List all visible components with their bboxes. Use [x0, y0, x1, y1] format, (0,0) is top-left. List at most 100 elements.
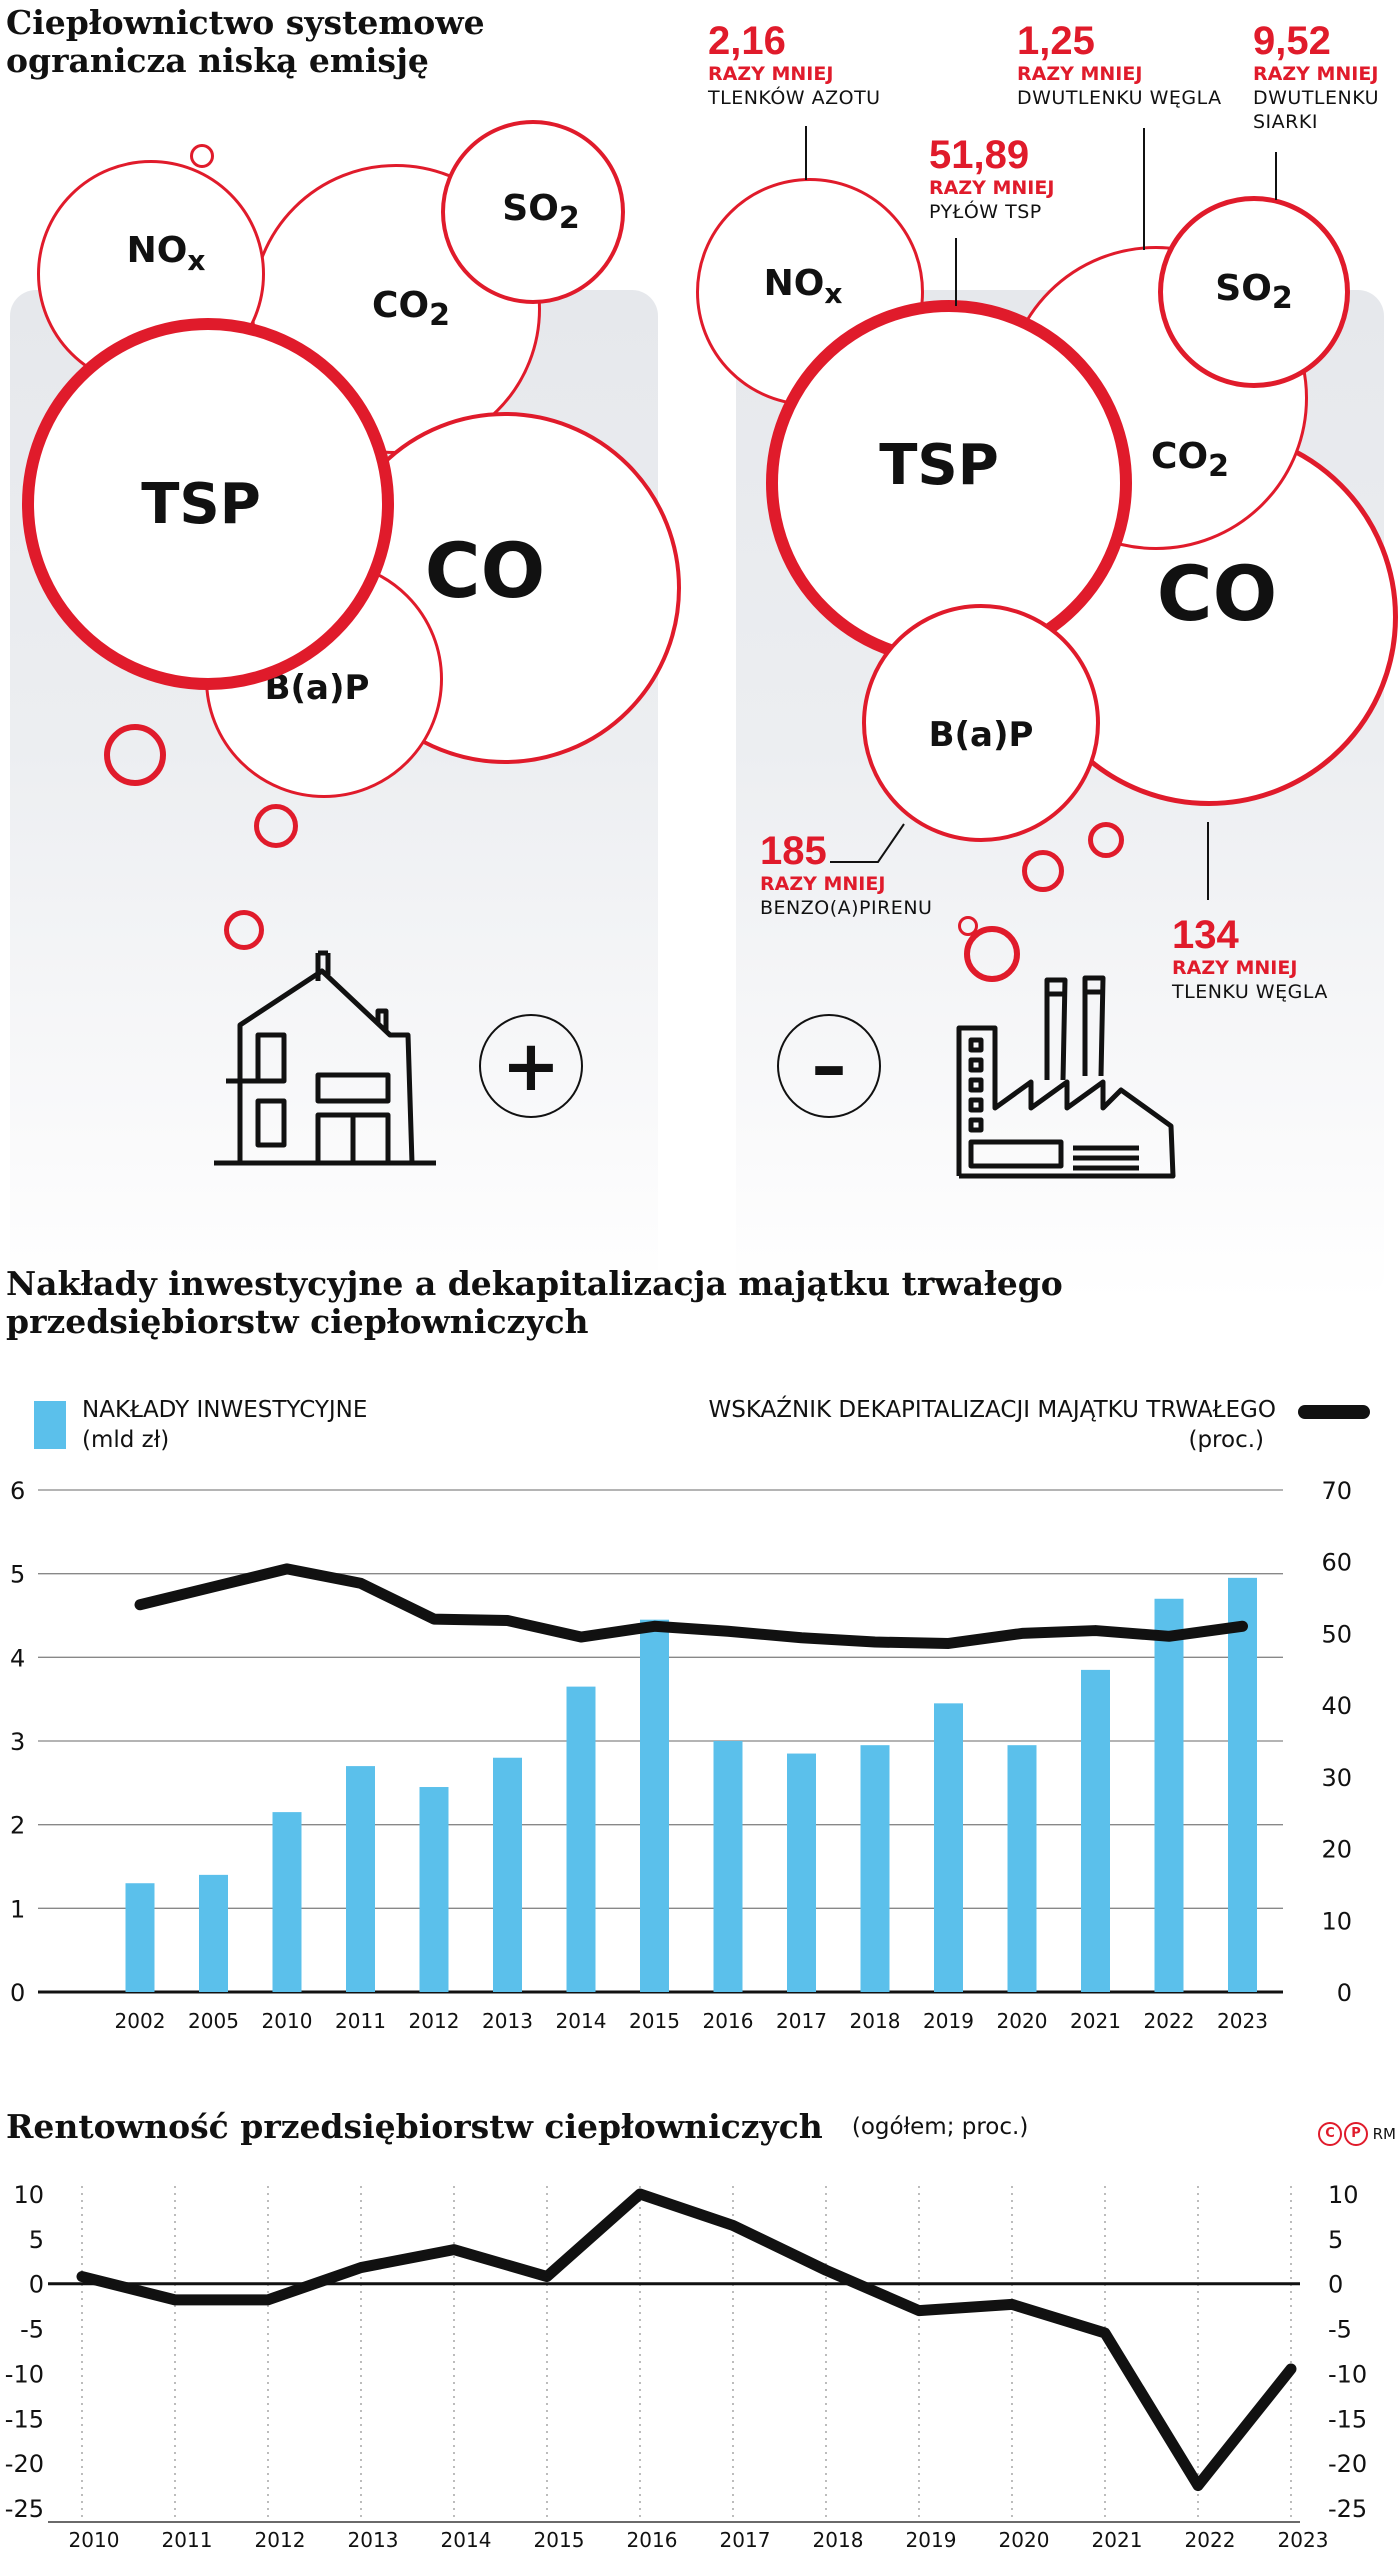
annotation-so2-value: 9,52 [1253, 19, 1331, 63]
chart1-ytick-left: 3 [10, 1728, 25, 1756]
chart2-credit: RM [1372, 2125, 1396, 2143]
chart2-ytick-left: -15 [5, 2405, 44, 2433]
chart2-ytick-right: 10 [1328, 2181, 1359, 2209]
annotation-leaders [805, 126, 1277, 900]
chart1-bar [1081, 1669, 1110, 1992]
left-so2-bubble: SO2 [441, 120, 625, 304]
annotation-bap-value: 185 [760, 829, 827, 873]
legend-line-swatch [1298, 1405, 1370, 1419]
left-nox-sub: x [187, 244, 206, 278]
left-bap-label: B(a)P [264, 668, 370, 708]
left-co2-label: CO [372, 284, 430, 326]
chart2-ytick-right: 5 [1328, 2226, 1343, 2254]
plus-sign: + [479, 1014, 583, 1118]
chart1-bar [566, 1686, 596, 1992]
annotation-co2-razy: RAZY MNIEJ [1017, 63, 1143, 85]
chart2-xtick-label: 2020 [999, 2528, 1050, 2552]
chart1-ytick-right: 20 [1321, 1836, 1352, 1864]
chart1-xtick-label: 2021 [1070, 2009, 1121, 2033]
chart1-xtick-label: 2002 [115, 2009, 166, 2033]
left-nox-label: NO [126, 230, 188, 272]
chart2-title: Rentowność przedsiębiorstw ciepłowniczyc… [6, 2107, 823, 2146]
right-bap-bubble: B(a)P [862, 604, 1100, 842]
chart1-xtick-label: 2020 [997, 2009, 1048, 2033]
annotation-bap: 185 RAZY MNIEJ BENZO(A)PIRENU [760, 830, 932, 920]
chart2-ytick-right: -25 [1328, 2495, 1367, 2523]
chart2-xtick-label: 2013 [348, 2528, 399, 2552]
left-so2-sub: 2 [558, 201, 580, 237]
right-co-label: CO [1156, 548, 1278, 638]
chart2-header: Rentowność przedsiębiorstw ciepłowniczyc… [6, 2108, 1396, 2152]
legend-bar-swatch [34, 1401, 66, 1449]
chart1-xtick-label: 2019 [923, 2009, 974, 2033]
right-co2-sub: 2 [1208, 449, 1229, 485]
left-so2-label: SO [502, 187, 559, 229]
chart1-ytick-right: 40 [1321, 1692, 1352, 1720]
left-co2-sub: 2 [429, 298, 450, 334]
left-small-bubble-1 [190, 144, 214, 168]
chart1-bar [1007, 1745, 1037, 1992]
right-so2-text: SO2 [1215, 268, 1292, 316]
chart2-ytick-left: -25 [5, 2495, 44, 2523]
chart2-svg: 2010 2011 2012 2013 2014 2015 2016 2017 2018 2019… [5, 2181, 1367, 2552]
chart2-xtick-label: 2012 [255, 2528, 306, 2552]
annotation-co2: 1,25 RAZY MNIEJ DWUTLENKU WĘGLA [1017, 20, 1222, 110]
left-tsp-label: TSP [141, 471, 261, 537]
annotation-co: 134 RAZY MNIEJ TLENKU WĘGLA [1172, 914, 1328, 1004]
chart1-bar [934, 1703, 963, 1992]
chart1-xtick-label: 2014 [556, 2009, 607, 2033]
right-co2-label: CO [1151, 435, 1209, 477]
right-bap-label: B(a)P [928, 715, 1034, 755]
chart1-xtick-label: 2013 [482, 2009, 533, 2033]
right-so2-label: SO [1215, 267, 1272, 309]
annotation-nox-razy: RAZY MNIEJ [708, 63, 834, 85]
legend-line-unit: (proc.) [1188, 1427, 1264, 1453]
annotation-bap-desc: BENZO(A)PIRENU [760, 897, 933, 919]
chart1-xtick-label: 2005 [188, 2009, 239, 2033]
copyright-icon: C [1318, 2122, 1342, 2146]
chart1-line-series [134, 1563, 1248, 1649]
annotation-so2-desc: DWUTLENKU SIARKI [1253, 87, 1380, 133]
chart2-ytick-right: -10 [1328, 2360, 1367, 2388]
right-small-bubble-1 [1022, 850, 1064, 892]
annotation-nox-desc: TLENKÓW AZOTU [708, 87, 881, 109]
chart1-bar [419, 1787, 449, 1992]
chart2-ytick-left: -20 [5, 2450, 44, 2478]
right-so2-sub: 2 [1271, 281, 1293, 317]
chart1-ytick-right: 50 [1321, 1620, 1352, 1648]
right-tsp-label: TSP [879, 432, 999, 498]
chart2-xtick-label: 2022 [1185, 2528, 1236, 2552]
chart1-ytick-left: 2 [10, 1812, 25, 1840]
chart2-ytick-right: -5 [1328, 2316, 1352, 2344]
annotation-co2-value: 1,25 [1017, 19, 1095, 63]
right-small-bubble-2 [1088, 822, 1124, 858]
annotation-tsp-razy: RAZY MNIEJ [929, 177, 1055, 199]
chart1-ytick-right: 0 [1337, 1979, 1352, 2007]
chart1-bar [860, 1745, 890, 1992]
chart2-line-series [76, 2188, 1297, 2492]
chart1-ytick-left: 0 [10, 1979, 25, 2007]
annotation-tsp-value: 51,89 [929, 133, 1030, 177]
infographic-title: Ciepłownictwo systemowe ogranicza niską … [6, 3, 485, 80]
chart1-ytick-right: 60 [1321, 1549, 1352, 1577]
chart1-xtick-label: 2017 [776, 2009, 827, 2033]
right-so2-bubble: SO2 [1158, 196, 1350, 388]
chart1-bar [640, 1619, 669, 1992]
right-nox-label: NO [763, 263, 825, 305]
chart1-bar [713, 1741, 743, 1992]
annotation-tsp-desc: PYŁÓW TSP [929, 201, 1042, 223]
chart1-bar [199, 1874, 228, 1992]
right-nox-sub: x [824, 277, 843, 311]
chart1-ytick-left: 5 [10, 1561, 25, 1589]
annotation-nox: 2,16 RAZY MNIEJ TLENKÓW AZOTU [708, 20, 881, 110]
annotation-bap-razy: RAZY MNIEJ [760, 873, 886, 895]
right-small-bubble-3 [964, 926, 1020, 982]
legend-bar-unit: (mld zł) [82, 1427, 170, 1453]
chart2-xtick-label: 2021 [1092, 2528, 1143, 2552]
chart1-xtick-label: 2022 [1144, 2009, 1195, 2033]
chart2-xtick-label: 2015 [534, 2528, 585, 2552]
chart1-bar [1154, 1598, 1184, 1992]
right-small-bubble-4 [958, 916, 978, 936]
left-small-bubble-2 [104, 724, 166, 786]
